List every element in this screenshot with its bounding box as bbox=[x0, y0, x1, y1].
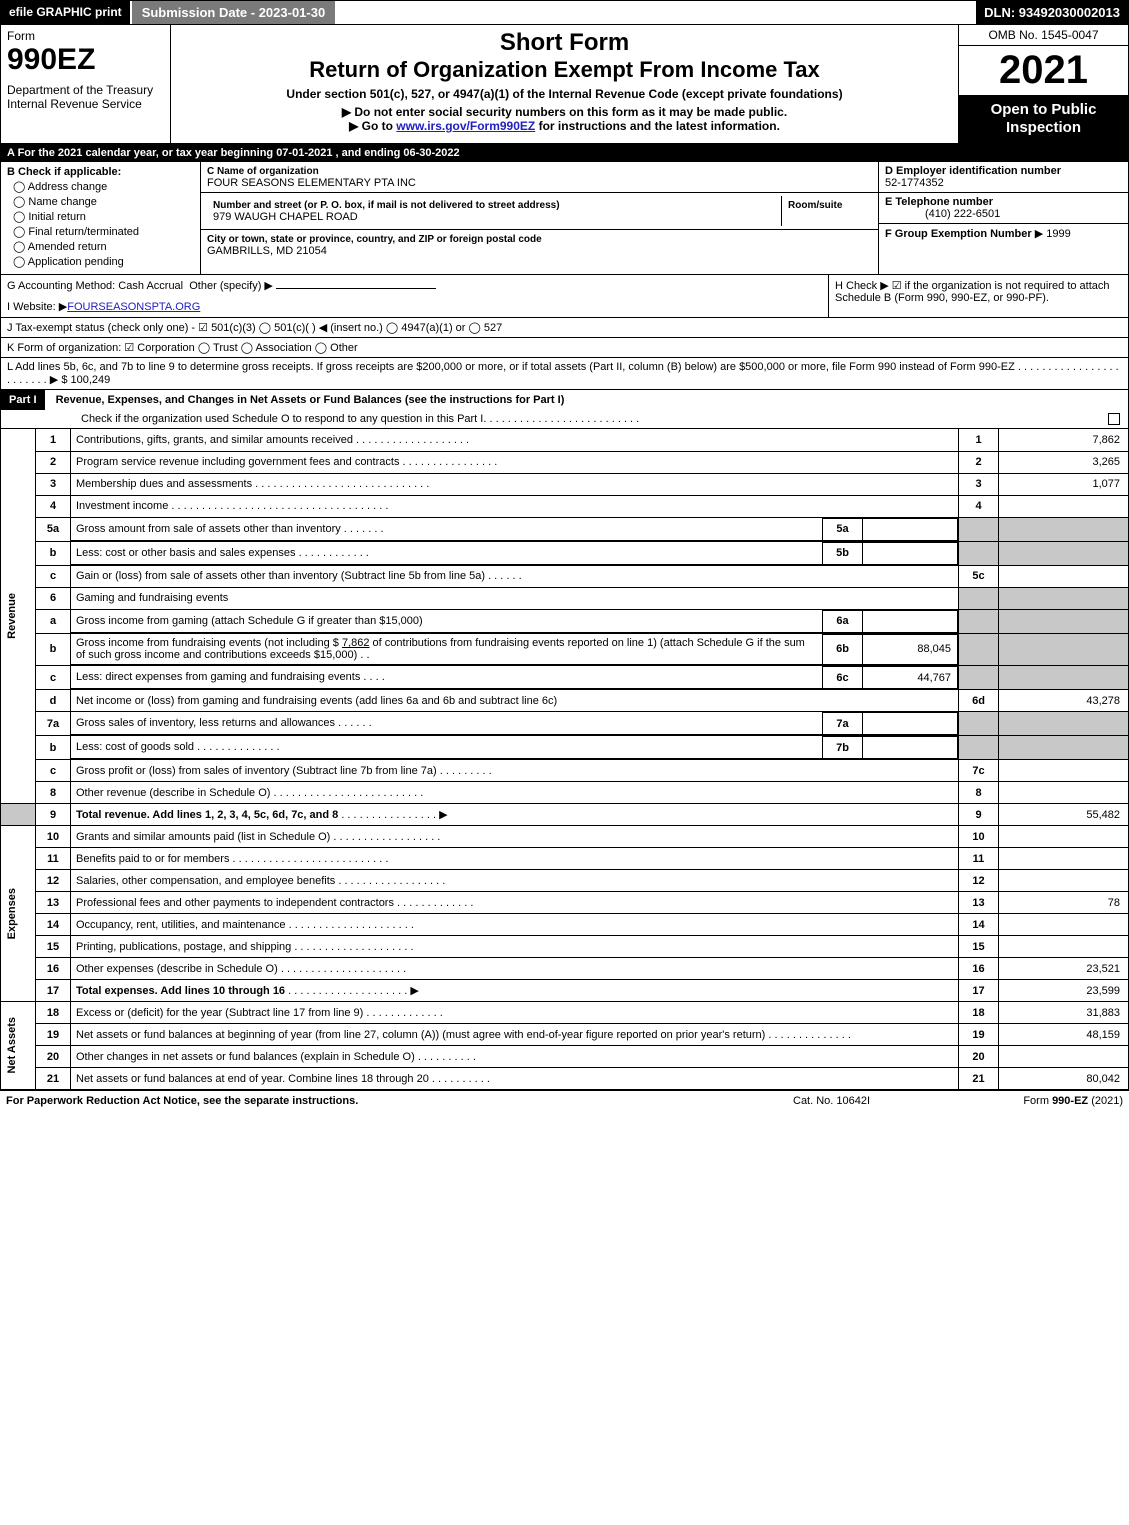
org-name: FOUR SEASONS ELEMENTARY PTA INC bbox=[207, 177, 416, 189]
form-ref: Form 990-EZ (2021) bbox=[943, 1095, 1123, 1107]
part1-sub: Check if the organization used Schedule … bbox=[81, 413, 483, 425]
group-exemption: ▶ 1999 bbox=[1035, 228, 1071, 240]
website-link[interactable]: FOURSEASONSPTA.ORG bbox=[67, 301, 200, 313]
org-info-row: B Check if applicable: ◯ Address change … bbox=[0, 162, 1129, 275]
netassets-sidebar: Net Assets bbox=[1, 1002, 36, 1090]
f-label: F Group Exemption Number bbox=[885, 228, 1032, 240]
part1-title: Revenue, Expenses, and Changes in Net As… bbox=[48, 394, 565, 406]
room-label: Room/suite bbox=[788, 200, 842, 211]
submission-date: Submission Date - 2023-01-30 bbox=[132, 1, 336, 24]
expenses-sidebar: Expenses bbox=[1, 826, 36, 1002]
section-l: L Add lines 5b, 6c, and 7b to line 9 to … bbox=[0, 358, 1129, 390]
top-bar: efile GRAPHIC print Submission Date - 20… bbox=[0, 0, 1129, 25]
return-title: Return of Organization Exempt From Incom… bbox=[175, 57, 954, 83]
efile-print-button[interactable]: efile GRAPHIC print bbox=[1, 1, 132, 24]
ein: 52-1774352 bbox=[885, 177, 944, 189]
dln: DLN: 93492030002013 bbox=[976, 1, 1128, 24]
goto-post: for instructions and the latest informat… bbox=[535, 119, 780, 133]
ssn-notice: ▶ Do not enter social security numbers o… bbox=[175, 105, 954, 119]
telephone: (410) 222-6501 bbox=[885, 208, 1000, 220]
schedule-o-check[interactable] bbox=[1108, 413, 1120, 425]
city-value: GAMBRILLS, MD 21054 bbox=[207, 245, 327, 257]
section-h: H Check ▶ ☑ if the organization is not r… bbox=[828, 275, 1128, 317]
e-label: E Telephone number bbox=[885, 196, 993, 208]
gh-row: G Accounting Method: Cash Accrual Other … bbox=[0, 275, 1129, 318]
check-pending[interactable]: ◯ Application pending bbox=[13, 255, 194, 268]
goto-pre: ▶ Go to bbox=[349, 119, 396, 133]
section-c: C Name of organization FOUR SEASONS ELEM… bbox=[201, 162, 878, 274]
form-label: Form bbox=[7, 29, 164, 43]
section-j: J Tax-exempt status (check only one) - ☑… bbox=[0, 318, 1129, 338]
page-footer: For Paperwork Reduction Act Notice, see … bbox=[0, 1090, 1129, 1111]
part1-label: Part I bbox=[1, 390, 45, 410]
cat-no: Cat. No. 10642I bbox=[793, 1095, 943, 1107]
section-a: A For the 2021 calendar year, or tax yea… bbox=[0, 144, 1129, 162]
form-number: 990EZ bbox=[7, 43, 164, 77]
irs-link[interactable]: www.irs.gov/Form990EZ bbox=[396, 119, 535, 133]
omb-number: OMB No. 1545-0047 bbox=[959, 25, 1128, 46]
g-label: G Accounting Method: bbox=[7, 280, 115, 292]
i-label: I Website: ▶ bbox=[7, 301, 67, 313]
short-form-title: Short Form bbox=[175, 29, 954, 57]
street-label: Number and street (or P. O. box, if mail… bbox=[213, 200, 560, 211]
tax-year: 2021 bbox=[959, 46, 1128, 95]
check-amended[interactable]: ◯ Amended return bbox=[13, 240, 194, 253]
paperwork-notice: For Paperwork Reduction Act Notice, see … bbox=[6, 1095, 793, 1107]
section-k: K Form of organization: ☑ Corporation ◯ … bbox=[0, 338, 1129, 358]
street-address: 979 WAUGH CHAPEL ROAD bbox=[213, 211, 358, 223]
check-address-change[interactable]: ◯ Address change bbox=[13, 180, 194, 193]
header-subtitle: Under section 501(c), 527, or 4947(a)(1)… bbox=[175, 87, 954, 101]
department: Department of the Treasury Internal Reve… bbox=[7, 83, 164, 111]
form-header: Form 990EZ Department of the Treasury In… bbox=[0, 25, 1129, 144]
b-header: B Check if applicable: bbox=[7, 166, 121, 178]
revenue-table: Revenue 1Contributions, gifts, grants, a… bbox=[0, 429, 1129, 1090]
goto-notice: ▶ Go to www.irs.gov/Form990EZ for instru… bbox=[175, 119, 954, 133]
d-label: D Employer identification number bbox=[885, 165, 1061, 177]
check-name-change[interactable]: ◯ Name change bbox=[13, 195, 194, 208]
section-b: B Check if applicable: ◯ Address change … bbox=[1, 162, 201, 274]
part1-header: Part I Revenue, Expenses, and Changes in… bbox=[0, 390, 1129, 429]
inspection-badge: Open to Public Inspection bbox=[959, 95, 1128, 143]
c-label: C Name of organization bbox=[207, 166, 319, 177]
check-final-return[interactable]: ◯ Final return/terminated bbox=[13, 225, 194, 238]
section-def: D Employer identification number 52-1774… bbox=[878, 162, 1128, 274]
city-label: City or town, state or province, country… bbox=[207, 234, 542, 245]
revenue-sidebar: Revenue bbox=[1, 429, 36, 804]
check-initial-return[interactable]: ◯ Initial return bbox=[13, 210, 194, 223]
